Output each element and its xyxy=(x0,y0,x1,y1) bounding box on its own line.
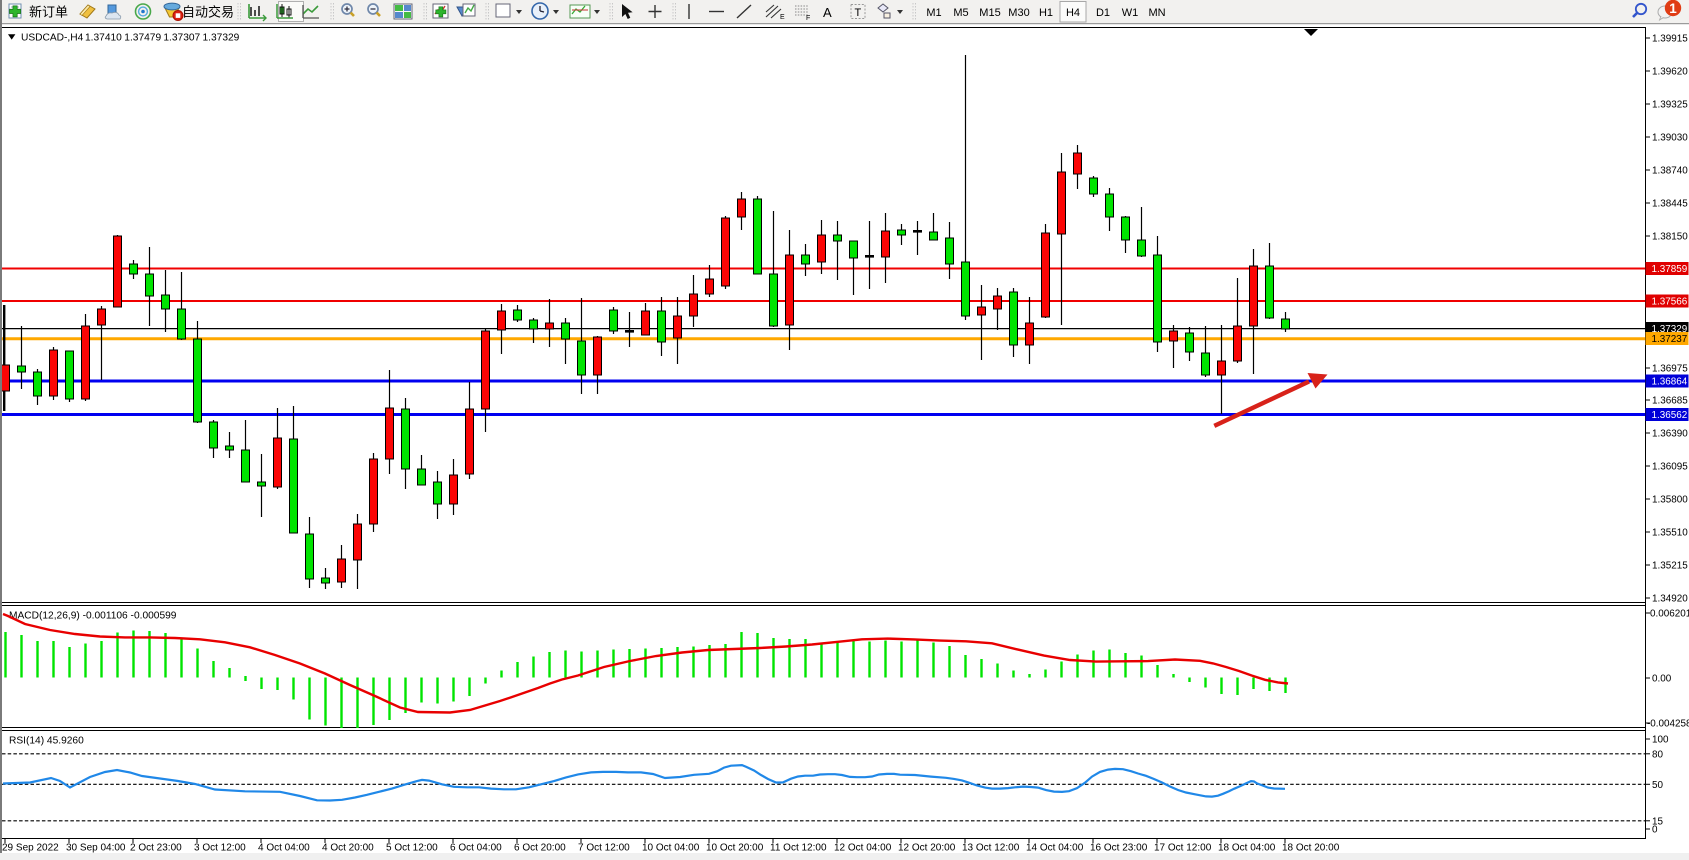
svg-text:1.36864: 1.36864 xyxy=(1652,377,1688,388)
svg-text:13 Oct 12:00: 13 Oct 12:00 xyxy=(962,843,1020,854)
svg-text:10 Oct 20:00: 10 Oct 20:00 xyxy=(706,843,764,854)
svg-text:MN: MN xyxy=(1148,7,1165,19)
svg-text:1.36975: 1.36975 xyxy=(1652,364,1688,375)
svg-text:1.36685: 1.36685 xyxy=(1652,396,1688,407)
svg-text:18 Oct 04:00: 18 Oct 04:00 xyxy=(1218,843,1276,854)
svg-text:18 Oct 20:00: 18 Oct 20:00 xyxy=(1282,843,1340,854)
svg-text:T: T xyxy=(855,7,862,19)
svg-text:14 Oct 04:00: 14 Oct 04:00 xyxy=(1026,843,1084,854)
svg-text:F: F xyxy=(806,15,810,22)
svg-text:4 Oct 20:00: 4 Oct 20:00 xyxy=(322,843,374,854)
svg-text:A: A xyxy=(823,5,832,20)
svg-text:6 Oct 20:00: 6 Oct 20:00 xyxy=(514,843,566,854)
svg-text:0.006201: 0.006201 xyxy=(1650,608,1689,619)
svg-text:80: 80 xyxy=(1652,749,1663,760)
svg-text:W1: W1 xyxy=(1122,7,1139,19)
svg-text:1.37410: 1.37410 xyxy=(85,32,122,43)
svg-text:1.36562: 1.36562 xyxy=(1652,410,1688,421)
svg-text:7 Oct 12:00: 7 Oct 12:00 xyxy=(578,843,630,854)
svg-text:1.37859: 1.37859 xyxy=(1652,264,1688,275)
svg-text:15: 15 xyxy=(1652,816,1663,827)
svg-text:0.00: 0.00 xyxy=(1652,674,1672,685)
svg-text:1.37329: 1.37329 xyxy=(203,32,240,43)
svg-text:1.39620: 1.39620 xyxy=(1652,67,1688,78)
svg-text:H4: H4 xyxy=(1066,7,1080,19)
svg-text:M5: M5 xyxy=(953,7,968,19)
svg-text:16 Oct 23:00: 16 Oct 23:00 xyxy=(1090,843,1148,854)
svg-text:3 Oct 12:00: 3 Oct 12:00 xyxy=(194,843,246,854)
svg-text:1: 1 xyxy=(1669,1,1677,16)
svg-text:11 Oct 12:00: 11 Oct 12:00 xyxy=(770,843,827,854)
svg-text:1.37237: 1.37237 xyxy=(1652,334,1688,345)
svg-text:1.39325: 1.39325 xyxy=(1652,100,1688,111)
svg-text:1.35215: 1.35215 xyxy=(1652,561,1688,572)
svg-text:1.36095: 1.36095 xyxy=(1652,462,1688,473)
svg-text:1.38150: 1.38150 xyxy=(1652,232,1688,243)
svg-text:12 Oct 20:00: 12 Oct 20:00 xyxy=(898,843,956,854)
svg-text:1.34920: 1.34920 xyxy=(1652,594,1688,605)
svg-text:2 Oct 23:00: 2 Oct 23:00 xyxy=(130,843,182,854)
svg-text:6 Oct 04:00: 6 Oct 04:00 xyxy=(450,843,502,854)
svg-text:1.39915: 1.39915 xyxy=(1652,34,1688,45)
svg-text:1.36390: 1.36390 xyxy=(1652,429,1688,440)
svg-text:1.37479: 1.37479 xyxy=(124,32,161,43)
svg-text:4 Oct 04:00: 4 Oct 04:00 xyxy=(258,843,310,854)
svg-text:10 Oct 04:00: 10 Oct 04:00 xyxy=(642,843,700,854)
svg-text:M1: M1 xyxy=(926,7,941,19)
svg-text:D1: D1 xyxy=(1096,7,1110,19)
svg-text:1.38740: 1.38740 xyxy=(1652,166,1688,177)
svg-text:M30: M30 xyxy=(1008,7,1029,19)
svg-text:-0.004258: -0.004258 xyxy=(1647,719,1689,730)
svg-text:MACD(12,26,9) -0.001106 -0.000: MACD(12,26,9) -0.001106 -0.000599 xyxy=(9,611,177,622)
svg-text:1.39030: 1.39030 xyxy=(1652,133,1688,144)
svg-text:100: 100 xyxy=(1652,735,1669,746)
svg-text:0: 0 xyxy=(1652,825,1658,836)
svg-text:5 Oct 12:00: 5 Oct 12:00 xyxy=(386,843,438,854)
svg-text:M15: M15 xyxy=(979,7,1000,19)
svg-text:RSI(14) 45.9260: RSI(14) 45.9260 xyxy=(9,736,84,747)
svg-text:1.37329: 1.37329 xyxy=(1652,324,1688,335)
svg-text:新订单: 新订单 xyxy=(29,5,68,20)
svg-text:29 Sep 2022: 29 Sep 2022 xyxy=(2,843,59,854)
svg-text:1.35510: 1.35510 xyxy=(1652,528,1688,539)
svg-text:1.38445: 1.38445 xyxy=(1652,199,1688,210)
svg-text:12 Oct 04:00: 12 Oct 04:00 xyxy=(834,843,892,854)
svg-text:1.37566: 1.37566 xyxy=(1652,297,1688,308)
svg-text:30 Sep 04:00: 30 Sep 04:00 xyxy=(66,843,126,854)
svg-text:自动交易: 自动交易 xyxy=(182,5,234,20)
svg-text:USDCAD-,H4: USDCAD-,H4 xyxy=(21,32,84,43)
svg-text:E: E xyxy=(780,14,785,21)
svg-text:H1: H1 xyxy=(1039,7,1053,19)
svg-text:1.37307: 1.37307 xyxy=(163,32,200,43)
svg-text:17 Oct 12:00: 17 Oct 12:00 xyxy=(1154,843,1212,854)
svg-text:1.35800: 1.35800 xyxy=(1652,495,1688,506)
svg-text:50: 50 xyxy=(1652,780,1663,791)
